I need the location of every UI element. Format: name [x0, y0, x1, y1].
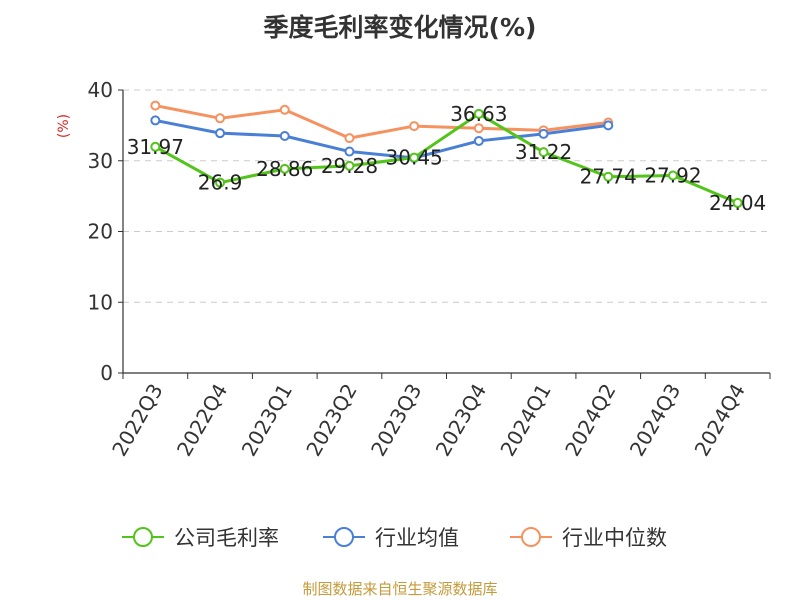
- x-tick-label: 2022Q3: [107, 380, 167, 461]
- data-label: 28.86: [256, 157, 313, 181]
- x-tick-label: 2023Q3: [366, 380, 426, 461]
- data-point: [538, 128, 549, 139]
- data-point: [603, 120, 614, 131]
- series-line-1: [155, 118, 609, 160]
- data-label: 27.92: [644, 163, 701, 187]
- data-point: [215, 177, 226, 188]
- data-label: 29.28: [321, 154, 378, 178]
- chart-title: 季度毛利率变化情况(%): [263, 13, 537, 42]
- x-tick-label: 2024Q2: [560, 380, 620, 461]
- data-point: [473, 123, 484, 134]
- series-line-0: [154, 112, 739, 205]
- data-point: [667, 170, 678, 181]
- grid-layer: [123, 89, 770, 303]
- legend-marker: [521, 527, 541, 547]
- data-point: [344, 160, 355, 171]
- legend-marker: [334, 527, 354, 547]
- legend[interactable]: 公司毛利率 行业均值 行业中位数: [122, 526, 667, 550]
- data-point: [279, 130, 290, 141]
- data-label: 26.9: [198, 171, 243, 195]
- data-point: [732, 197, 743, 208]
- data-point: [215, 128, 226, 139]
- data-point: [150, 100, 161, 111]
- x-tick-label: 2023Q2: [301, 380, 361, 461]
- x-tick-label: 2022Q4: [172, 380, 232, 461]
- y-tick-label: 0: [100, 361, 113, 385]
- data-point: [279, 163, 290, 174]
- series-line-2: [155, 104, 609, 140]
- legend-marker: [133, 527, 153, 547]
- x-tick-label: 2024Q4: [690, 380, 750, 461]
- y-axis-label: (%): [56, 114, 72, 138]
- data-point: [473, 108, 484, 119]
- y-tick-label: 20: [88, 220, 113, 244]
- data-point: [279, 104, 290, 115]
- data-point: [409, 121, 420, 132]
- y-tick-label: 30: [88, 149, 113, 173]
- legend-label: 行业中位数: [562, 526, 667, 550]
- data-point: [538, 147, 549, 158]
- legend-label: 公司毛利率: [174, 526, 279, 550]
- legend-item[interactable]: 行业中位数: [510, 526, 667, 550]
- data-point: [409, 152, 420, 163]
- data-point: [150, 141, 161, 152]
- data-point: [344, 133, 355, 144]
- data-label: 27.74: [580, 165, 637, 189]
- data-point: [603, 171, 614, 182]
- y-tick-label: 10: [88, 290, 113, 314]
- legend-item[interactable]: 行业均值: [323, 526, 459, 550]
- data-label: 30.45: [386, 146, 443, 170]
- data-point: [473, 135, 484, 146]
- x-tick-label: 2023Q1: [237, 380, 297, 461]
- data-label: 31.97: [127, 135, 184, 159]
- legend-label: 行业均值: [375, 526, 459, 550]
- data-point: [344, 146, 355, 157]
- data-label: 24.04: [709, 191, 766, 215]
- y-tick-label: 40: [88, 78, 113, 102]
- x-tick-label: 2024Q3: [625, 380, 685, 461]
- data-point: [215, 113, 226, 124]
- legend-item[interactable]: 公司毛利率: [122, 526, 279, 550]
- source-note: 制图数据来自恒生聚源数据库: [302, 580, 498, 598]
- data-point: [150, 115, 161, 126]
- x-tick-label: 2023Q4: [431, 380, 491, 461]
- data-label: 31.22: [515, 140, 572, 164]
- label-layer: 31.97 26.9 28.86 29.28 30.45 36.63 31.22 27.74 2…: [127, 102, 767, 215]
- x-tick-label: 2024Q1: [495, 380, 555, 461]
- series-layer: [150, 100, 743, 208]
- data-label: 36.63: [450, 102, 507, 126]
